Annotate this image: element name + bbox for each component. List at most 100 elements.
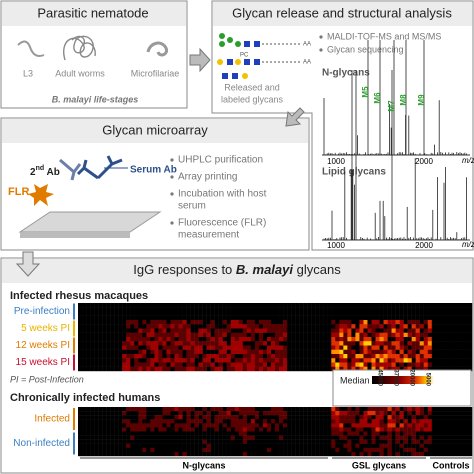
heatmap-cell <box>118 303 123 308</box>
heatmap-cell <box>146 328 151 333</box>
heatmap-cell <box>150 303 155 308</box>
heatmap-cell <box>214 303 219 308</box>
heatmap-cell <box>291 427 296 432</box>
heatmap-cell <box>270 349 276 355</box>
heatmap-cell <box>407 427 412 432</box>
heatmap-cell <box>295 419 300 424</box>
heatmap-cell <box>299 303 304 308</box>
heatmap-cell <box>130 324 135 329</box>
heatmap-cell <box>319 366 324 372</box>
heatmap-cell <box>319 451 324 457</box>
heatmap-cell <box>399 337 404 342</box>
heatmap-cell <box>371 328 376 333</box>
heatmap-cell <box>202 427 207 432</box>
heatmap-cell <box>431 366 437 372</box>
heatmap-cell <box>287 407 292 412</box>
heatmap-cell <box>234 407 240 412</box>
heatmap-cell <box>154 358 159 363</box>
heatmap-cell <box>266 451 272 457</box>
heatmap-cell <box>315 311 320 316</box>
heatmap-cell <box>303 427 308 432</box>
heatmap-cell <box>367 439 372 444</box>
heatmap-cell <box>391 435 396 440</box>
heatmap-cell <box>331 328 336 333</box>
heatmap-cell <box>118 341 123 346</box>
heatmap-cell <box>447 328 453 333</box>
heatmap-cell <box>415 324 420 329</box>
heatmap-cell <box>403 341 408 346</box>
heatmap-cell <box>202 443 207 449</box>
heatmap-cell <box>403 423 408 428</box>
heatmap-cell <box>138 439 143 444</box>
heatmap-cell <box>439 431 445 436</box>
heatmap-cell <box>162 439 167 444</box>
heatmap-cell <box>114 328 119 333</box>
heatmap-cell <box>206 311 211 316</box>
heatmap-cell <box>190 307 195 312</box>
heatmap-cell <box>202 439 207 444</box>
heatmap-cell <box>118 443 123 449</box>
heatmap-cell <box>94 311 99 316</box>
heatmap-cell <box>323 443 328 449</box>
heatmap-cell <box>375 447 380 453</box>
heatmap-cell <box>158 362 163 367</box>
heatmap-cell <box>266 320 272 325</box>
heatmap-cell <box>222 415 227 420</box>
heatmap-cell <box>142 415 147 420</box>
heatmap-cell <box>407 315 412 321</box>
heatmap-cell <box>295 407 300 412</box>
heatmap-cell <box>238 451 244 457</box>
heatmap-cell <box>218 411 223 416</box>
heatmap-cell <box>150 349 155 355</box>
heatmap-cell <box>355 415 360 420</box>
heatmap-cell <box>206 320 211 325</box>
heatmap-cell <box>262 407 268 412</box>
heatmap-cell <box>86 447 91 453</box>
heatmap-cell <box>311 362 316 367</box>
heatmap-cell <box>279 447 284 453</box>
heatmap-cell <box>118 419 123 424</box>
heatmap-cell <box>283 407 288 412</box>
heatmap-cell <box>295 324 300 329</box>
heatmap-cell <box>114 358 119 363</box>
label: 2nd Ab <box>30 165 60 178</box>
heatmap-cell <box>327 332 332 338</box>
heatmap-cell <box>234 451 240 457</box>
heatmap-cell <box>186 345 191 350</box>
heatmap-cell <box>335 307 340 312</box>
heatmap-cell <box>423 431 428 436</box>
heatmap-cell <box>254 341 260 346</box>
heatmap-cell <box>391 341 396 346</box>
heatmap-cell <box>411 315 416 321</box>
section-title: Chronically infected humans <box>10 392 160 404</box>
heatmap-cell <box>226 411 231 416</box>
heatmap-cell <box>246 419 252 424</box>
heatmap-cell <box>134 332 139 338</box>
heatmap-cell <box>347 303 352 308</box>
heatmap-cell <box>110 423 115 428</box>
heatmap-cell <box>238 447 244 453</box>
heatmap-cell <box>78 407 83 412</box>
heatmap-cell <box>166 439 171 444</box>
heatmap-cell <box>270 324 276 329</box>
heatmap-cell <box>443 307 449 312</box>
heatmap-cell <box>307 431 312 436</box>
heatmap-cell <box>455 362 461 367</box>
heatmap-cell <box>222 307 227 312</box>
heatmap-cell <box>351 341 356 346</box>
heatmap-cell <box>343 354 348 359</box>
heatmap-cell <box>258 411 264 416</box>
heatmap-cell <box>254 419 260 424</box>
heatmap-cell <box>234 341 240 346</box>
heatmap-cell <box>395 447 400 453</box>
heatmap-cell <box>194 439 199 444</box>
heatmap-cell <box>150 407 155 412</box>
heatmap-cell <box>455 341 461 346</box>
heatmap-cell <box>407 345 412 350</box>
heatmap-cell <box>202 419 207 424</box>
heatmap-cell <box>295 435 300 440</box>
heatmap-cell <box>126 362 131 367</box>
heatmap-cell <box>367 435 372 440</box>
heatmap-cell <box>403 337 408 342</box>
heatmap-cell <box>126 358 131 363</box>
